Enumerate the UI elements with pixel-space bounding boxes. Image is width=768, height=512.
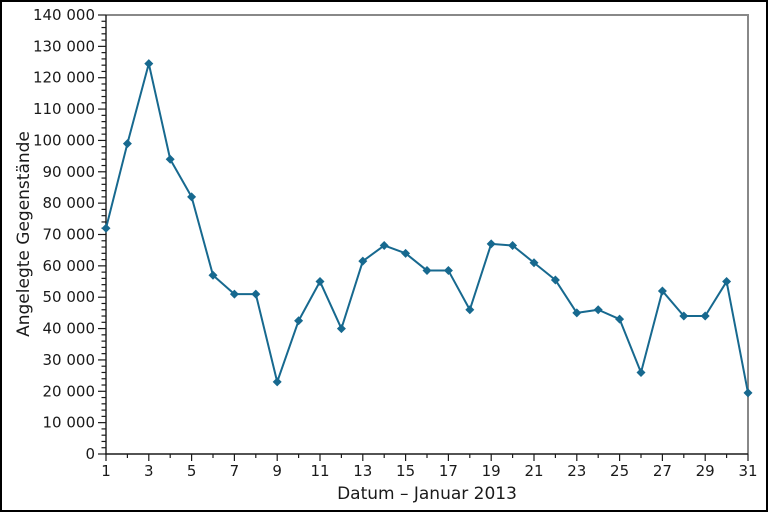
data-point-marker — [358, 256, 368, 266]
data-point-marker — [529, 258, 539, 268]
data-point-marker — [229, 289, 239, 299]
y-tick-label: 120 000 — [33, 69, 95, 87]
y-tick-label: 50 000 — [43, 288, 96, 306]
y-tick-label: 10 000 — [43, 414, 96, 432]
y-tick-label: 40 000 — [43, 320, 96, 338]
y-tick-label: 110 000 — [33, 100, 95, 118]
data-point-marker — [700, 311, 710, 321]
data-point-marker — [572, 308, 582, 318]
data-point-marker — [679, 311, 689, 321]
x-tick-label: 29 — [696, 462, 715, 480]
data-point-marker — [208, 270, 218, 280]
x-tick-label: 13 — [353, 462, 372, 480]
data-point-marker — [636, 367, 646, 377]
x-tick-label: 31 — [738, 462, 757, 480]
y-tick-label: 70 000 — [43, 226, 96, 244]
x-tick-label: 11 — [310, 462, 329, 480]
data-point-marker — [593, 305, 603, 315]
data-point-marker — [401, 248, 411, 258]
data-point-marker — [508, 240, 518, 250]
data-point-marker — [743, 388, 753, 398]
data-point-marker — [336, 324, 346, 334]
data-point-marker — [615, 314, 625, 324]
y-tick-label: 100 000 — [33, 131, 95, 149]
data-point-marker — [101, 223, 111, 233]
y-tick-label: 0 — [85, 445, 95, 463]
data-point-marker — [315, 277, 325, 287]
data-point-marker — [379, 240, 389, 250]
x-tick-label: 23 — [567, 462, 586, 480]
data-point-marker — [294, 316, 304, 326]
y-tick-label: 90 000 — [43, 163, 96, 181]
x-tick-label: 17 — [439, 462, 458, 480]
x-tick-label: 21 — [524, 462, 543, 480]
x-axis-title: Datum – Januar 2013 — [337, 484, 517, 504]
x-tick-label: 1 — [101, 462, 111, 480]
x-tick-label: 5 — [187, 462, 197, 480]
y-tick-label: 60 000 — [43, 257, 96, 275]
data-point-marker — [486, 239, 496, 249]
data-point-marker — [722, 277, 732, 287]
x-tick-label: 7 — [230, 462, 240, 480]
data-point-marker — [122, 139, 132, 149]
y-tick-label: 30 000 — [43, 351, 96, 369]
y-tick-label: 130 000 — [33, 37, 95, 55]
x-tick-label: 25 — [610, 462, 629, 480]
y-tick-label: 20 000 — [43, 382, 96, 400]
data-point-marker — [187, 192, 197, 202]
data-point-marker — [422, 266, 432, 276]
x-tick-label: 19 — [482, 462, 501, 480]
x-tick-label: 9 — [272, 462, 282, 480]
data-point-marker — [272, 377, 282, 387]
data-point-marker — [465, 305, 475, 315]
y-tick-label: 80 000 — [43, 194, 96, 212]
data-line — [105, 62, 749, 394]
y-axis-title: Angelegte Gegenstände — [14, 131, 34, 337]
data-point-marker — [144, 59, 154, 69]
data-point-marker — [657, 286, 667, 296]
x-tick-label: 27 — [653, 462, 672, 480]
x-tick-label: 15 — [396, 462, 415, 480]
data-point-marker — [443, 266, 453, 276]
data-point-marker — [550, 275, 560, 285]
y-tick-label: 140 000 — [33, 6, 95, 24]
data-point-marker — [251, 289, 261, 299]
x-tick-label: 3 — [144, 462, 154, 480]
data-point-marker — [165, 154, 175, 164]
